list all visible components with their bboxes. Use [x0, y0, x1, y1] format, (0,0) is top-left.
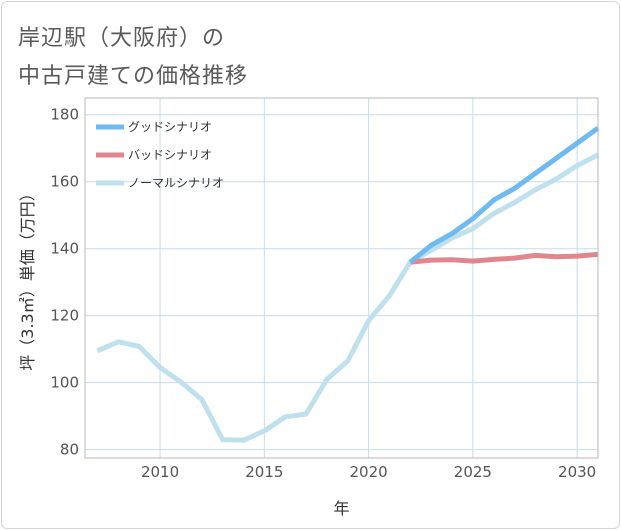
legend-label-good: グッドシナリオ — [128, 120, 212, 134]
series-line-bad — [410, 251, 599, 265]
x-axis-ticks: 2010 2015 2020 2025 2030 — [141, 463, 596, 481]
series-line-good — [408, 126, 600, 265]
y-axis-title: 坪（3.3㎡）単価（万円） — [18, 185, 37, 370]
x-axis-title: 年 — [333, 499, 349, 518]
series-line-normal — [96, 152, 600, 443]
y-tick-label: 80 — [60, 441, 79, 459]
plot-area — [85, 98, 598, 458]
x-tick-label: 2010 — [141, 463, 179, 481]
y-tick-label: 140 — [50, 240, 79, 258]
chart-title-line-2: 中古戸建ての価格推移 — [18, 64, 249, 89]
plot-border — [84, 97, 599, 459]
series-layer — [96, 126, 600, 443]
y-tick-label: 120 — [50, 307, 79, 325]
x-tick-label: 2025 — [454, 463, 492, 481]
grid-lines — [85, 98, 598, 458]
y-tick-label: 160 — [50, 173, 79, 191]
legend-label-normal: ノーマルシナリオ — [128, 176, 224, 190]
x-tick-label: 2015 — [245, 463, 283, 481]
y-tick-label: 100 — [50, 374, 79, 392]
y-axis-ticks: 80 100 120 140 160 180 — [50, 106, 79, 459]
legend-label-bad: バッドシナリオ — [128, 148, 212, 162]
x-tick-label: 2030 — [558, 463, 596, 481]
x-tick-label: 2020 — [350, 463, 388, 481]
chart-title-line-1: 岸辺駅（大阪府）の — [18, 26, 226, 51]
y-tick-label: 180 — [50, 106, 79, 124]
